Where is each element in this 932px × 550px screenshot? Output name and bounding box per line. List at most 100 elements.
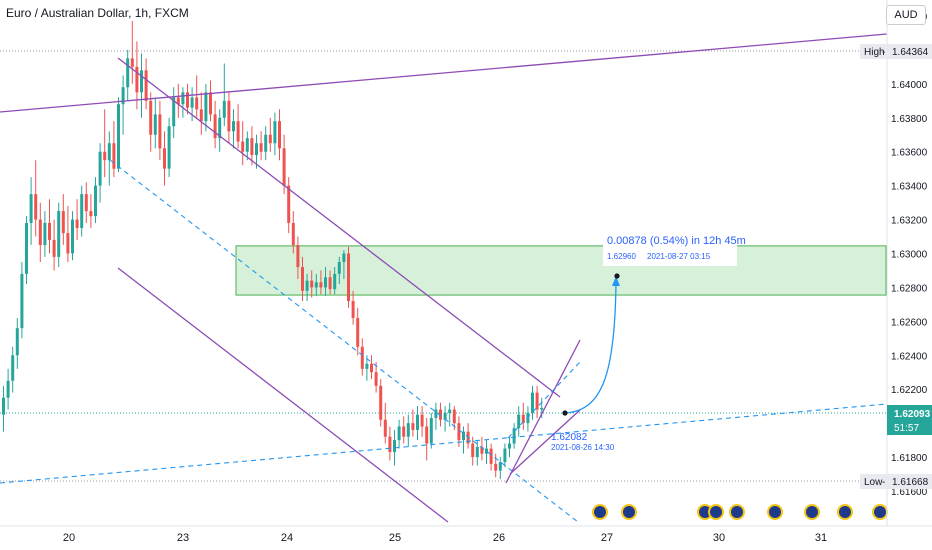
candle-body[interactable]	[158, 114, 162, 149]
candle-body[interactable]	[29, 194, 33, 223]
candle-body[interactable]	[80, 194, 84, 229]
candle-body[interactable]	[383, 419, 387, 437]
candle-body[interactable]	[531, 392, 534, 413]
candle-body[interactable]	[429, 418, 433, 444]
candle-body[interactable]	[351, 301, 355, 318]
candle-body[interactable]	[452, 409, 456, 424]
candle-body[interactable]	[264, 134, 268, 152]
candle-body[interactable]	[149, 100, 153, 135]
projection-arrow-curve[interactable]	[565, 281, 617, 414]
candle-body[interactable]	[324, 277, 327, 288]
candle-body[interactable]	[296, 245, 300, 268]
candle-body[interactable]	[347, 253, 350, 302]
candle-body[interactable]	[485, 448, 488, 454]
candle-body[interactable]	[342, 253, 346, 262]
candle-body[interactable]	[245, 138, 249, 152]
candle-body[interactable]	[57, 211, 61, 257]
candle-body[interactable]	[6, 380, 10, 398]
candle-body[interactable]	[167, 126, 171, 169]
candle-body[interactable]	[370, 363, 373, 373]
channel-lower-line[interactable]	[117, 267, 449, 523]
event-eu-flag-icon[interactable]	[872, 504, 888, 520]
candle-body[interactable]	[117, 104, 120, 169]
candle-body[interactable]	[498, 462, 502, 471]
candle-body[interactable]	[443, 412, 447, 420]
candle-body[interactable]	[475, 446, 479, 458]
candle-body[interactable]	[130, 58, 134, 67]
candle-body[interactable]	[425, 426, 429, 444]
currency-selector[interactable]: AUD	[886, 5, 926, 25]
upper-purple-trendline[interactable]	[0, 33, 888, 113]
candle-body[interactable]	[480, 446, 484, 454]
candle-body[interactable]	[521, 414, 525, 424]
candle-body[interactable]	[301, 267, 304, 291]
candle-body[interactable]	[43, 222, 47, 246]
channel-midline-dashed[interactable]	[109, 159, 579, 523]
candle-body[interactable]	[176, 97, 180, 105]
candle-body[interactable]	[250, 138, 254, 156]
rising-channel-upper[interactable]	[505, 339, 581, 484]
event-eu-flag-icon[interactable]	[767, 504, 783, 520]
candle-body[interactable]	[259, 143, 263, 152]
candle-body[interactable]	[471, 443, 475, 458]
candle-body[interactable]	[319, 282, 323, 288]
event-eu-flag-icon[interactable]	[708, 504, 724, 520]
candle-body[interactable]	[241, 141, 245, 152]
candle-body[interactable]	[190, 97, 194, 108]
candle-body[interactable]	[135, 66, 139, 93]
candle-body[interactable]	[462, 431, 465, 441]
candle-body[interactable]	[163, 148, 166, 169]
event-au-flag-icon[interactable]	[729, 504, 745, 520]
candle-body[interactable]	[393, 440, 396, 452]
candle-body[interactable]	[61, 211, 65, 234]
channel-upper-line[interactable]	[117, 57, 561, 398]
candle-body[interactable]	[416, 414, 419, 430]
candle-body[interactable]	[406, 423, 410, 437]
candle-body[interactable]	[434, 409, 438, 419]
candle-body[interactable]	[291, 222, 295, 246]
candle-body[interactable]	[103, 151, 107, 161]
candle-body[interactable]	[310, 280, 314, 288]
candle-body[interactable]	[15, 328, 19, 356]
candle-body[interactable]	[75, 219, 79, 229]
candle-body[interactable]	[52, 239, 56, 257]
candle-body[interactable]	[278, 121, 281, 149]
candle-body[interactable]	[71, 219, 74, 254]
candle-body[interactable]	[227, 100, 231, 132]
candle-body[interactable]	[186, 92, 189, 108]
candle-body[interactable]	[107, 143, 111, 161]
candle-body[interactable]	[540, 407, 544, 410]
candle-body[interactable]	[439, 409, 442, 420]
candle-body[interactable]	[153, 114, 157, 135]
candle-body[interactable]	[199, 109, 203, 122]
candle-body[interactable]	[20, 273, 24, 329]
candle-body[interactable]	[402, 426, 406, 437]
candle-body[interactable]	[328, 277, 332, 290]
candle-body[interactable]	[38, 219, 42, 246]
candle-body[interactable]	[333, 273, 337, 290]
time-axis[interactable]: 20 23 24 25 26 27 30 31	[63, 532, 827, 544]
candle-body[interactable]	[360, 346, 364, 369]
lower-dashed-trendline[interactable]	[0, 403, 888, 484]
candle-body[interactable]	[222, 100, 226, 118]
rising-channel-lower[interactable]	[509, 409, 581, 475]
candle-body[interactable]	[209, 92, 212, 115]
candle-body[interactable]	[121, 87, 125, 105]
candle-body[interactable]	[379, 385, 383, 420]
candle-body[interactable]	[181, 92, 185, 105]
event-eu-flag-icon[interactable]	[592, 504, 608, 520]
candle-body[interactable]	[232, 121, 235, 132]
candle-body[interactable]	[112, 143, 116, 169]
candle-body[interactable]	[98, 151, 102, 186]
candle-body[interactable]	[314, 282, 318, 288]
candle-body[interactable]	[140, 70, 143, 93]
candle-body[interactable]	[337, 261, 341, 274]
candle-body[interactable]	[218, 117, 222, 139]
candle-body[interactable]	[512, 428, 516, 444]
candle-body[interactable]	[126, 58, 130, 88]
candle-body[interactable]	[503, 448, 507, 463]
candle-body[interactable]	[526, 412, 530, 424]
candle-body[interactable]	[84, 194, 88, 212]
candle-body[interactable]	[305, 280, 309, 291]
candle-body[interactable]	[204, 92, 208, 122]
